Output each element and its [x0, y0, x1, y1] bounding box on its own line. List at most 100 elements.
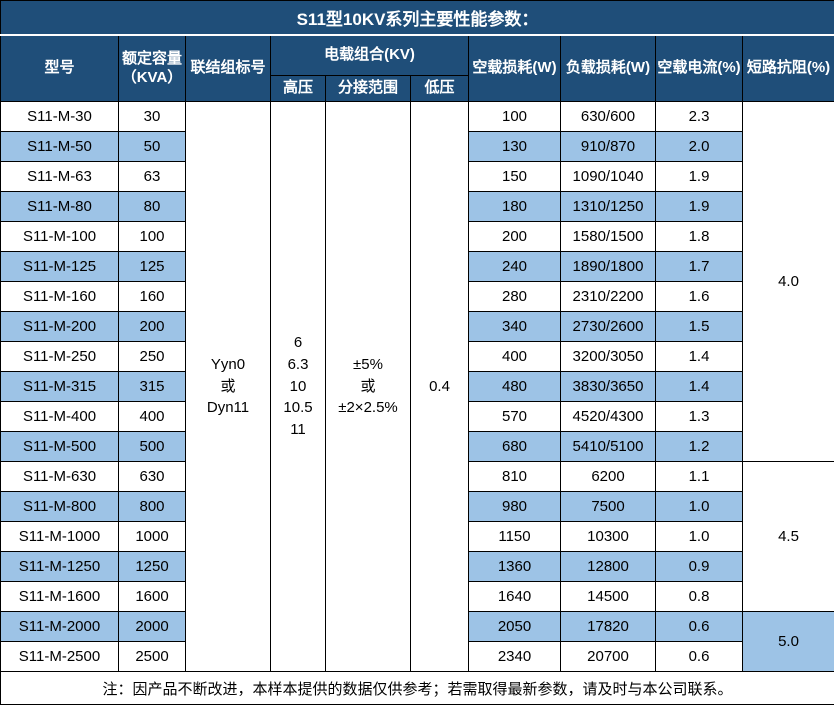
col-header-capacity: 额定容量（KVA） — [118, 34, 186, 102]
cell-capacity: 315 — [118, 371, 186, 402]
col-header-no-load-loss: 空载损耗(W) — [468, 34, 561, 102]
cell-model: S11-M-100 — [0, 221, 119, 252]
cell-load-loss: 7500 — [560, 491, 656, 522]
cell-model: S11-M-125 — [0, 251, 119, 282]
cell-load-loss: 1310/1250 — [560, 191, 656, 222]
cell-no-load-current: 1.8 — [655, 221, 743, 252]
cell-capacity: 1000 — [118, 521, 186, 552]
cell-no-load-current: 0.8 — [655, 581, 743, 612]
cell-no-load-current: 1.9 — [655, 161, 743, 192]
table-row: S11-M-50 50 130 910/870 2.0 — [0, 131, 834, 162]
cell-capacity: 630 — [118, 461, 186, 492]
cell-no-load-loss: 130 — [468, 131, 561, 162]
col-header-model: 型号 — [0, 34, 119, 102]
cell-no-load-current: 2.0 — [655, 131, 743, 162]
cell-capacity: 200 — [118, 311, 186, 342]
col-header-voltage-group: 电载组合(KV) — [270, 34, 469, 76]
cell-no-load-current: 1.5 — [655, 311, 743, 342]
cell-model: S11-M-200 — [0, 311, 119, 342]
cell-connection-merged: Yyn0 或 Dyn11 — [185, 101, 271, 672]
cell-no-load-current: 1.6 — [655, 281, 743, 312]
cell-impedance-group-3: 5.0 — [741, 611, 834, 672]
cell-capacity: 2000 — [118, 611, 186, 642]
cell-no-load-loss: 2340 — [468, 641, 561, 672]
cell-no-load-current: 1.4 — [655, 371, 743, 402]
table-row: S11-M-125 125 240 1890/1800 1.7 — [0, 251, 834, 282]
cell-model: S11-M-1000 — [0, 521, 119, 552]
header-row-2: 高压 分接范围 低压 — [1, 75, 834, 102]
col-header-lv: 低压 — [410, 75, 469, 102]
table-row: S11-M-80 80 180 1310/1250 1.9 — [0, 191, 834, 222]
cell-load-loss: 2310/2200 — [560, 281, 656, 312]
cell-no-load-current: 0.6 — [655, 611, 743, 642]
cell-load-loss: 6200 — [560, 461, 656, 492]
table-row: S11-M-250 250 400 3200/3050 1.4 — [0, 341, 834, 372]
cell-load-loss: 20700 — [560, 641, 656, 672]
cell-no-load-loss: 480 — [468, 371, 561, 402]
cell-capacity: 30 — [118, 101, 186, 132]
cell-load-loss: 3200/3050 — [560, 341, 656, 372]
cell-model: S11-M-400 — [0, 401, 119, 432]
cell-capacity: 125 — [118, 251, 186, 282]
cell-no-load-loss: 340 — [468, 311, 561, 342]
cell-model: S11-M-30 — [0, 101, 119, 132]
cell-model: S11-M-800 — [0, 491, 119, 522]
cell-capacity: 80 — [118, 191, 186, 222]
cell-load-loss: 2730/2600 — [560, 311, 656, 342]
cell-model: S11-M-315 — [0, 371, 119, 402]
cell-no-load-loss: 400 — [468, 341, 561, 372]
cell-capacity: 1600 — [118, 581, 186, 612]
cell-model: S11-M-2500 — [0, 641, 119, 672]
cell-capacity: 1250 — [118, 551, 186, 582]
cell-capacity: 50 — [118, 131, 186, 162]
cell-model: S11-M-50 — [0, 131, 119, 162]
cell-capacity: 250 — [118, 341, 186, 372]
cell-no-load-loss: 570 — [468, 401, 561, 432]
cell-no-load-loss: 980 — [468, 491, 561, 522]
cell-capacity: 160 — [118, 281, 186, 312]
col-header-impedance: 短路抗阻(%) — [741, 34, 834, 102]
header-row-1: 型号 额定容量（KVA） 联结组标号 电载组合(KV) 空载损耗(W) 负载损耗… — [0, 34, 834, 102]
cell-no-load-current: 1.0 — [655, 491, 743, 522]
cell-model: S11-M-160 — [0, 281, 119, 312]
cell-tap-range-merged: ±5% 或 ±2×2.5% — [325, 101, 411, 672]
col-header-hv: 高压 — [270, 75, 326, 102]
cell-no-load-loss: 1640 — [468, 581, 561, 612]
cell-model: S11-M-1600 — [0, 581, 119, 612]
cell-no-load-current: 0.9 — [655, 551, 743, 582]
cell-model: S11-M-80 — [0, 191, 119, 222]
cell-no-load-current: 1.9 — [655, 191, 743, 222]
cell-load-loss: 3830/3650 — [560, 371, 656, 402]
cell-model: S11-M-250 — [0, 341, 119, 372]
cell-load-loss: 1890/1800 — [560, 251, 656, 282]
col-header-load-loss: 负载损耗(W) — [560, 34, 656, 102]
cell-load-loss: 1090/1040 — [560, 161, 656, 192]
cell-load-loss: 630/600 — [560, 101, 656, 132]
table-row: S11-M-2000 2000 2050 17820 0.6 5.0 — [0, 611, 834, 672]
table-row: S11-M-400 400 570 4520/4300 1.3 — [0, 401, 834, 432]
page-title: S11型10KV系列主要性能参数： — [0, 0, 834, 36]
cell-load-loss: 10300 — [560, 521, 656, 552]
cell-no-load-loss: 200 — [468, 221, 561, 252]
cell-no-load-loss: 280 — [468, 281, 561, 312]
cell-no-load-current: 1.4 — [655, 341, 743, 372]
cell-model: S11-M-500 — [0, 431, 119, 462]
table-row: S11-M-2500 2500 2340 20700 0.6 — [0, 641, 834, 672]
cell-no-load-loss: 810 — [468, 461, 561, 492]
cell-model: S11-M-63 — [0, 161, 119, 192]
cell-no-load-current: 1.1 — [655, 461, 743, 492]
cell-capacity: 63 — [118, 161, 186, 192]
cell-impedance-group-1: 4.0 — [741, 101, 834, 462]
title-row: S11型10KV系列主要性能参数： — [0, 0, 834, 36]
cell-capacity: 2500 — [118, 641, 186, 672]
cell-no-load-loss: 1150 — [468, 521, 561, 552]
cell-no-load-loss: 100 — [468, 101, 561, 132]
cell-load-loss: 910/870 — [560, 131, 656, 162]
cell-load-loss: 5410/5100 — [560, 431, 656, 462]
cell-model: S11-M-2000 — [0, 611, 119, 642]
col-header-connection: 联结组标号 — [185, 34, 271, 102]
cell-no-load-loss: 680 — [468, 431, 561, 462]
cell-no-load-current: 1.2 — [655, 431, 743, 462]
col-header-tap-range: 分接范围 — [325, 75, 411, 102]
